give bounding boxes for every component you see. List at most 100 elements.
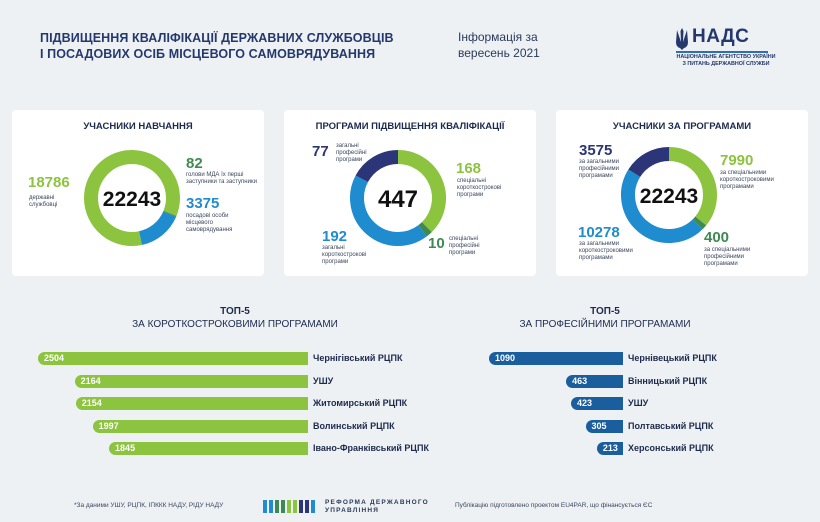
reform-logo-stripes bbox=[263, 500, 315, 513]
general-prof-programs-label: загальні професійні програми bbox=[336, 143, 367, 163]
top5-short-bar-label-4: Івано-Франківський РЦПК bbox=[313, 443, 429, 453]
top5-short-bar-0 bbox=[38, 352, 308, 365]
programs-donut-slice-1 bbox=[418, 222, 432, 237]
special-prof-programs-label: спеціальні професійні програми bbox=[449, 236, 480, 256]
programs-card-title: ПРОГРАМИ ПІДВИЩЕННЯ КВАЛІФІКАЦІЇ bbox=[315, 121, 505, 132]
programs-total: 447 bbox=[377, 186, 419, 213]
special-prof-participants-label: за спеціальними професійними програмами bbox=[704, 247, 751, 267]
general-short-programs-value: 192 bbox=[322, 228, 348, 245]
participants-card: УЧАСНИКИ НАВЧАННЯ 22243 18786 державні с… bbox=[12, 110, 264, 276]
reform-logo-line-1: РЕФОРМА ДЕРЖАВНОГО bbox=[325, 499, 429, 506]
top5-prof-bar-label-2: УШУ bbox=[628, 398, 649, 408]
page-title-line-2: І ПОСАДОВИХ ОСІБ МІСЦЕВОГО САМОВРЯДУВАНН… bbox=[40, 47, 376, 61]
general-short-programs-label: загальні короткострокові програми bbox=[322, 245, 367, 265]
general-prof-participants-label: за загальними професійними програмами bbox=[579, 159, 620, 179]
top5-prof-bar-label-3: Полтавський РЦПК bbox=[628, 420, 714, 431]
top5-short-title-line-1: ТОП-5 bbox=[220, 306, 250, 317]
participants-by-program-donut bbox=[621, 147, 717, 243]
report-period-line-2: вересень 2021 bbox=[458, 46, 540, 60]
report-period: Інформація за вересень 2021 bbox=[458, 29, 540, 61]
top5-short-bar-value-0: 2504 bbox=[44, 353, 65, 363]
special-short-participants-value: 7990 bbox=[720, 152, 754, 169]
participants-donut-slice-0 bbox=[84, 150, 180, 246]
participants-card-title: УЧАСНИКИ НАВЧАННЯ bbox=[83, 121, 193, 132]
local-officials-label: посадові особи місцевого самоврядування bbox=[186, 213, 233, 233]
participants-total: 22243 bbox=[102, 188, 162, 211]
top5-short-bar-label-3: Волинський РЦПК bbox=[313, 420, 395, 431]
heads-mda-label: голови МДА їх перші заступники та заступ… bbox=[186, 172, 257, 185]
page-title-line-1: ПІДВИЩЕННЯ КВАЛІФІКАЦІЇ ДЕРЖАВНИХ СЛУЖБО… bbox=[40, 31, 394, 45]
participants-donut-slice-2 bbox=[138, 211, 177, 245]
special-short-programs-label: спеціальні короткострокові програми bbox=[457, 178, 502, 198]
top5-short-bar-value-2: 2154 bbox=[81, 398, 102, 408]
top5-short-bar-label-2: Житомирський РЦПК bbox=[313, 398, 408, 408]
page-title: ПІДВИЩЕННЯ КВАЛІФІКАЦІЇ ДЕРЖАВНИХ СЛУЖБО… bbox=[40, 30, 394, 62]
special-short-programs-value: 168 bbox=[456, 160, 482, 177]
logo-subtitle-line-1: НАЦІОНАЛЬНЕ АГЕНТСТВО УКРАЇНИ bbox=[676, 54, 776, 60]
top5-prof-bar-4 bbox=[596, 442, 623, 455]
participants-by-program-donut-slice-2 bbox=[621, 169, 703, 243]
participants-by-program-donut-slice-0 bbox=[668, 147, 717, 226]
general-prof-participants-value: 3575 bbox=[579, 142, 613, 159]
top5-prof-bar-value-0: 1090 bbox=[495, 353, 516, 363]
top5-prof-bar-label-1: Вінницький РЦПК bbox=[628, 375, 708, 386]
funding-note: Публікацію підготовлено проектом EU4PAR,… bbox=[455, 502, 653, 509]
logo-subtitle-line-2: З ПИТАНЬ ДЕРЖАВНОЇ СЛУЖБИ bbox=[682, 60, 770, 67]
programs-donut-slice-0 bbox=[397, 150, 446, 233]
local-officials-value: 3375 bbox=[186, 195, 220, 212]
top5-prof-bar-label-0: Чернівецький РЦПК bbox=[628, 353, 717, 363]
top5-short-bar-1 bbox=[74, 374, 308, 388]
top5-prof-title: ТОП-5 ЗА ПРОФЕСІЙНИМИ ПРОГРАМАМИ bbox=[470, 305, 740, 331]
top5-prof-bar-2 bbox=[570, 397, 623, 410]
heads-mda-value: 82 bbox=[186, 155, 203, 172]
reform-logo-line-2: УПРАВЛІННЯ bbox=[325, 507, 380, 514]
special-short-participants-label: за спеціальними короткостроковими програ… bbox=[720, 170, 774, 190]
report-period-line-1: Інформація за bbox=[458, 30, 538, 44]
general-short-participants-label: за загальними короткостроковими програма… bbox=[579, 241, 633, 261]
programs-donut-slice-3 bbox=[355, 150, 399, 183]
top5-short-bar-3 bbox=[92, 419, 308, 433]
logo-subtitle: НАЦІОНАЛЬНЕ АГЕНТСТВО УКРАЇНИ З ПИТАНЬ Д… bbox=[676, 54, 776, 67]
logo-divider bbox=[676, 51, 768, 53]
participants-donut bbox=[84, 150, 180, 246]
top5-short-bar-value-4: 1845 bbox=[115, 443, 136, 453]
top5-prof-title-line-2: ЗА ПРОФЕСІЙНИМИ ПРОГРАМАМИ bbox=[519, 319, 691, 330]
trident-icon bbox=[676, 28, 688, 50]
footnote: *За даними УШУ, РЦПК, ІПККК НАДУ, РІДУ Н… bbox=[74, 502, 224, 509]
programs-card: ПРОГРАМИ ПІДВИЩЕННЯ КВАЛІФІКАЦІЇ 447 77 … bbox=[284, 110, 536, 276]
top5-prof-bar-value-4: 213 bbox=[602, 443, 618, 453]
top5-short-title-line-2: ЗА КОРОТКОСТРОКОВИМИ ПРОГРАМАМИ bbox=[132, 319, 338, 330]
top5-short-bar-label-1: УШУ bbox=[313, 375, 334, 386]
top5-prof-bar-1 bbox=[566, 374, 623, 388]
top5-prof-bar-value-1: 463 bbox=[572, 375, 588, 386]
participants-by-program-card-title: УЧАСНИКИ ЗА ПРОГРАМАМИ bbox=[612, 121, 752, 132]
top5-prof-bar-value-2: 423 bbox=[576, 398, 593, 408]
civil-servants-label: державні службовці bbox=[29, 195, 58, 208]
general-short-participants-value: 10278 bbox=[578, 224, 620, 241]
participants-by-program-total: 22243 bbox=[639, 185, 699, 208]
top5-short-bar-label-0: Чернігівський РЦПК bbox=[313, 353, 403, 363]
top5-short-bar-value-1: 2164 bbox=[80, 375, 101, 386]
top5-prof-bar-value-3: 305 bbox=[591, 420, 607, 431]
participants-by-program-donut-slice-3 bbox=[628, 147, 670, 178]
logo-name: НАДС bbox=[692, 26, 750, 47]
top5-prof-bar-0 bbox=[489, 352, 623, 365]
reform-logo-text: РЕФОРМА ДЕРЖАВНОГО УПРАВЛІННЯ bbox=[325, 499, 429, 515]
top5-short-bar-2 bbox=[75, 397, 308, 410]
participants-by-program-donut-slice-1 bbox=[692, 216, 707, 230]
top5-prof-bar-3 bbox=[585, 419, 623, 433]
programs-donut bbox=[350, 150, 446, 246]
top5-prof-title-line-1: ТОП-5 bbox=[590, 306, 620, 317]
civil-servants-value: 18786 bbox=[28, 174, 70, 191]
top5-short-bar-4 bbox=[109, 442, 308, 455]
special-prof-participants-value: 400 bbox=[704, 229, 730, 246]
top5-short-bar-value-3: 1997 bbox=[98, 420, 119, 431]
general-prof-programs-value: 77 bbox=[312, 143, 329, 160]
programs-donut-slice-2 bbox=[350, 175, 427, 246]
special-prof-programs-value: 10 bbox=[428, 235, 445, 252]
top5-prof-bar-label-4: Херсонський РЦПК bbox=[628, 443, 714, 453]
top5-short-title: ТОП-5 ЗА КОРОТКОСТРОКОВИМИ ПРОГРАМАМИ bbox=[100, 305, 370, 331]
participants-by-program-card: УЧАСНИКИ ЗА ПРОГРАМАМИ 22243 3575 за заг… bbox=[556, 110, 808, 276]
